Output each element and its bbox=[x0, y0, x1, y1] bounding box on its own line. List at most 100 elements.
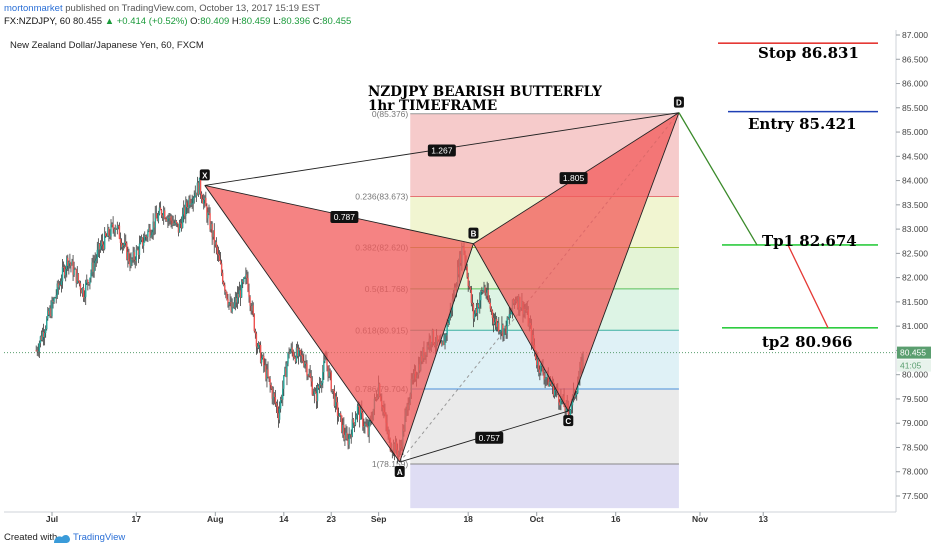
candle-body bbox=[341, 415, 343, 432]
candle-body bbox=[510, 311, 513, 315]
candle-body bbox=[233, 302, 235, 308]
candle-body bbox=[54, 297, 56, 299]
timeframe-label: 1hr TIMEFRAME bbox=[368, 98, 498, 114]
candle-body bbox=[100, 241, 103, 247]
candle-body bbox=[268, 376, 270, 379]
candle-body bbox=[496, 322, 499, 327]
candle-body bbox=[319, 384, 322, 386]
candle-body bbox=[198, 177, 201, 195]
candle-body bbox=[136, 249, 139, 251]
candle-body bbox=[298, 348, 301, 351]
candle-body bbox=[255, 333, 258, 347]
candle-body bbox=[494, 319, 497, 323]
candle-body bbox=[67, 257, 69, 266]
fib-level-label: 0.236(83.673) bbox=[355, 191, 408, 201]
price-tick-label: 87.000 bbox=[902, 30, 928, 40]
candle-body bbox=[36, 350, 38, 352]
candle-body bbox=[189, 198, 191, 205]
candle-body bbox=[47, 310, 49, 319]
candle-body bbox=[129, 261, 131, 266]
candle-body bbox=[444, 334, 446, 346]
candle-body bbox=[259, 345, 262, 363]
candle-body bbox=[62, 267, 65, 268]
candle-body bbox=[176, 222, 179, 224]
candle-body bbox=[64, 269, 67, 276]
candle-body bbox=[568, 414, 571, 416]
candle-body bbox=[160, 210, 163, 216]
candle-body bbox=[228, 302, 230, 305]
candle-body bbox=[262, 356, 264, 358]
pattern-point-marker bbox=[199, 169, 210, 181]
candle-body bbox=[544, 378, 546, 380]
candle-body bbox=[272, 393, 274, 399]
candle-body bbox=[344, 434, 346, 440]
candle-body bbox=[310, 377, 312, 382]
candle-body bbox=[358, 406, 361, 420]
footer: Created with TradingView bbox=[0, 526, 932, 550]
candle-body bbox=[545, 377, 547, 379]
candle-body bbox=[97, 243, 100, 250]
candle-body bbox=[124, 241, 126, 246]
candle-body bbox=[564, 406, 566, 412]
candle-body bbox=[214, 242, 217, 245]
candle-body bbox=[57, 283, 60, 288]
candle-body bbox=[489, 302, 492, 309]
candle-body bbox=[200, 193, 203, 200]
candle-body bbox=[303, 361, 305, 366]
trade-levels[interactable] bbox=[678, 42, 878, 329]
tradingview-brand-link[interactable]: TradingView bbox=[73, 532, 126, 543]
low-value: 80.396 bbox=[281, 16, 311, 27]
candle-body bbox=[245, 274, 247, 278]
candle-body bbox=[87, 280, 89, 283]
candle-body bbox=[301, 354, 303, 356]
candle-body bbox=[487, 289, 489, 300]
chart-title: New Zealand Dollar/Japanese Yen, 60, FXC… bbox=[10, 40, 204, 51]
candle-body bbox=[448, 316, 450, 325]
candle-body bbox=[58, 284, 61, 288]
candle-body bbox=[186, 202, 188, 208]
candle-body bbox=[507, 317, 509, 319]
candle-body bbox=[72, 261, 74, 275]
candle-body bbox=[269, 378, 271, 386]
candle-body bbox=[367, 426, 369, 435]
candle-body bbox=[312, 394, 315, 396]
fib-level-label: 1(78.159) bbox=[372, 459, 409, 469]
candle-body bbox=[112, 223, 114, 229]
candle-body bbox=[141, 237, 144, 246]
candle-body bbox=[481, 290, 483, 292]
candle-body bbox=[246, 274, 248, 279]
candle-body bbox=[138, 243, 141, 256]
butterfly-pattern[interactable]: X A B C D 1.267 0.787 1.805 0.757 bbox=[199, 96, 684, 478]
candle-body bbox=[325, 359, 327, 361]
candle-body bbox=[278, 408, 281, 420]
candle-body bbox=[156, 218, 159, 221]
candle-body bbox=[88, 282, 90, 285]
candle-body bbox=[179, 222, 182, 224]
candle-body bbox=[535, 358, 538, 366]
candle-body bbox=[447, 322, 449, 325]
ratio-marker bbox=[475, 431, 504, 444]
candle-body bbox=[152, 221, 154, 233]
candle-body bbox=[217, 253, 220, 256]
candle-body bbox=[290, 347, 292, 352]
candle-body bbox=[128, 251, 130, 262]
candle-body bbox=[445, 334, 447, 336]
candle-body bbox=[93, 263, 95, 272]
candle-body bbox=[162, 210, 165, 217]
symbol-label[interactable]: FX:NZDJPY, 60 bbox=[4, 16, 71, 27]
candle-body bbox=[560, 396, 562, 406]
candle-body bbox=[446, 322, 448, 335]
candle-body bbox=[183, 207, 185, 215]
author-link[interactable]: mortonmarket bbox=[4, 3, 63, 14]
candle-body bbox=[147, 231, 149, 237]
candle-body bbox=[142, 242, 145, 246]
candle-body bbox=[114, 228, 116, 233]
candle-body bbox=[90, 272, 92, 278]
candle-body bbox=[327, 365, 329, 377]
candle-body bbox=[468, 286, 470, 288]
candle-body bbox=[210, 224, 212, 230]
candle-body bbox=[467, 277, 469, 287]
candle-body bbox=[321, 383, 323, 386]
candle-body bbox=[106, 236, 108, 237]
